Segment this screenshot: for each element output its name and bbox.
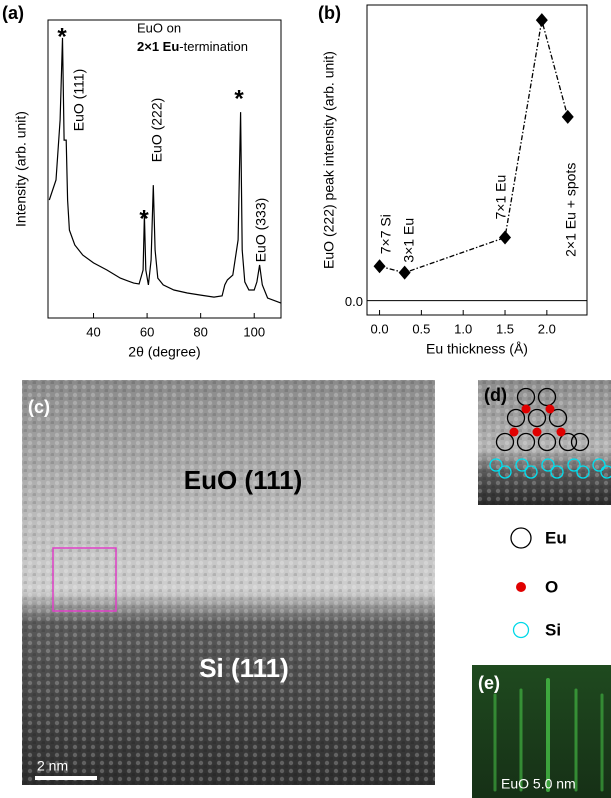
legend-text: EuO on — [137, 20, 181, 35]
panel-c: 2 nm (c) EuO (111) Si (111) — [22, 380, 435, 785]
x-tick-label: 60 — [140, 324, 154, 339]
point-label: 3×1 Eu — [400, 218, 416, 263]
legend-symbol — [510, 527, 532, 549]
tem-texture — [22, 380, 435, 785]
panel-e: (e) EuO 5.0 nm — [472, 665, 611, 798]
peak-label: EuO (111) — [71, 69, 87, 132]
x-tick-label: 0.5 — [412, 321, 430, 336]
y-tick-label: 0.0 — [345, 294, 363, 309]
x-tick-label: 40 — [86, 324, 100, 339]
x-axis-label: 2θ (degree) — [128, 344, 200, 360]
x-axis-label: Eu thickness (Å) — [426, 341, 528, 357]
caption: EuO 5.0 nm — [501, 776, 576, 792]
y-axis-label: EuO (222) peak intensity (arb. unit) — [321, 51, 337, 269]
o-atoms — [509, 404, 566, 437]
x-tick-label: 80 — [193, 324, 207, 339]
plot-frame — [47, 19, 282, 319]
data-point — [535, 13, 548, 28]
peak-label: EuO (222) — [149, 98, 165, 163]
legend-label: Eu — [545, 528, 567, 547]
x-tick-label: 1.0 — [454, 321, 472, 336]
layer-label: Si (111) — [199, 653, 289, 683]
data-point — [373, 259, 386, 274]
panel-label: (a) — [2, 3, 24, 23]
panel-label: (c) — [28, 397, 50, 417]
peak-label: EuO (333) — [253, 198, 269, 263]
legend-symbol — [516, 582, 526, 592]
layer-label: EuO (111) — [184, 465, 303, 495]
legend-text: 2×1 Eu-termination — [137, 39, 248, 54]
rheed-streaks — [493, 678, 604, 792]
data-line — [379, 20, 569, 274]
y-axis-label: Intensity (arb. unit) — [13, 111, 29, 227]
data-point — [499, 230, 512, 245]
zoom-box — [52, 547, 117, 612]
peak-marker: * — [234, 85, 244, 112]
x-tick-label: 100 — [243, 324, 265, 339]
x-tick-label: 2.0 — [538, 321, 556, 336]
data-line — [48, 37, 282, 304]
point-label: 7×7 Si — [377, 214, 393, 254]
peak-marker: * — [57, 23, 67, 50]
peak-marker: * — [139, 205, 149, 232]
panel-label: (e) — [478, 673, 500, 693]
plot-frame — [366, 4, 588, 316]
point-label: 2×1 Eu + spots — [562, 163, 578, 257]
x-tick-label: 1.5 — [496, 321, 514, 336]
legend-rest: -termination — [179, 39, 248, 54]
panel-label: (d) — [484, 385, 507, 405]
si-atoms — [489, 458, 611, 479]
panel-d: (d) Eu O Si — [478, 380, 611, 639]
panel-label: (b) — [318, 3, 341, 23]
legend-symbol — [512, 621, 530, 639]
legend-bold: 2×1 Eu — [137, 39, 179, 54]
point-label: 7×1 Eu — [493, 175, 509, 220]
data-point — [561, 109, 574, 124]
legend-label: O — [545, 577, 558, 596]
data-point — [398, 265, 411, 280]
legend-label: Si — [545, 620, 561, 639]
scale-label: 2 nm — [37, 758, 68, 774]
x-tick-label: 0.0 — [371, 321, 389, 336]
